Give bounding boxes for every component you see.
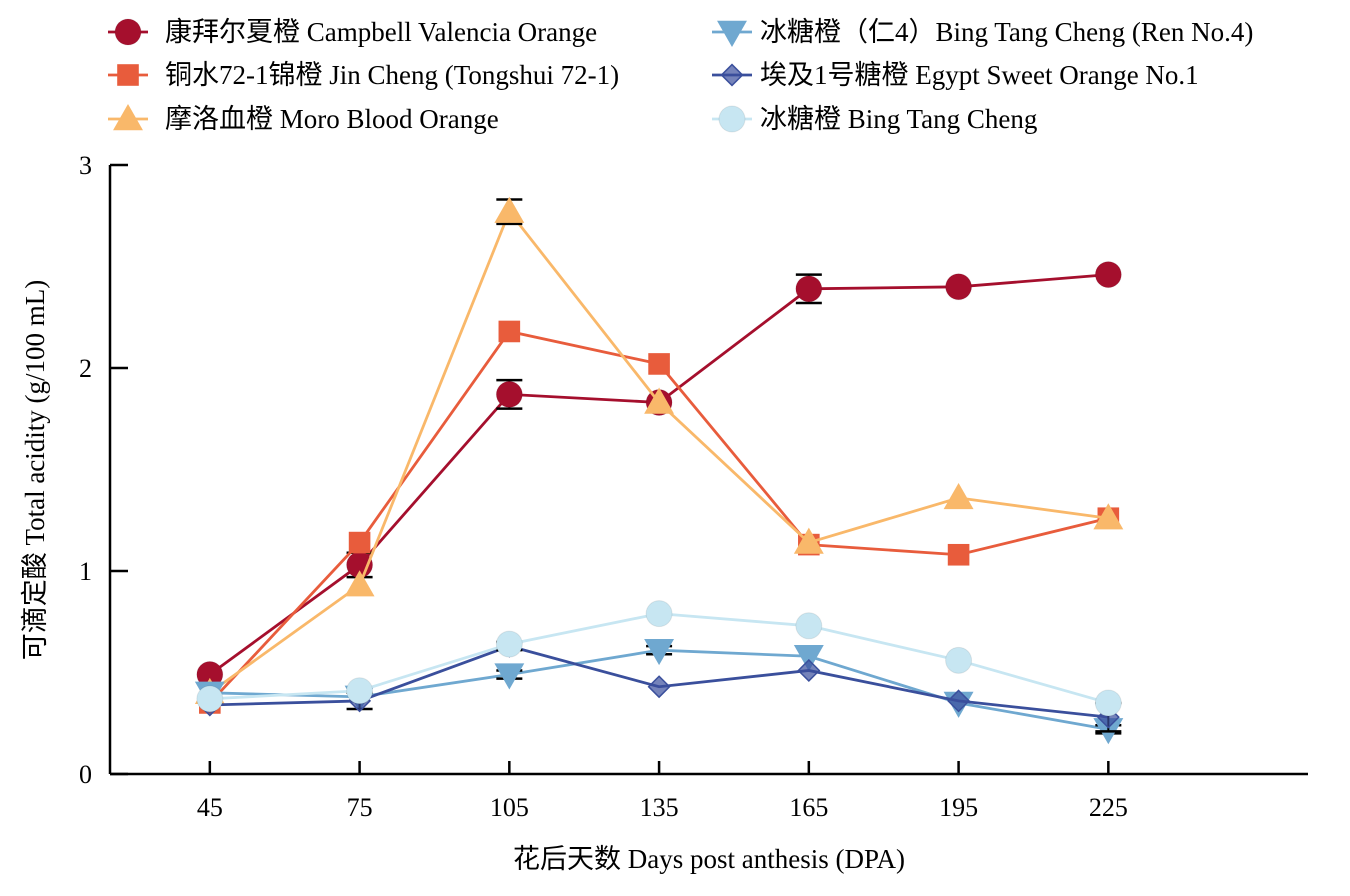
data-point xyxy=(947,543,970,566)
data-point xyxy=(644,387,675,414)
data-point xyxy=(945,646,973,674)
legend-marker xyxy=(117,64,139,86)
legend-item-6: 冰糖橙 Bing Tang Cheng xyxy=(712,104,1037,134)
legend-label: 摩洛血橙 Moro Blood Orange xyxy=(165,104,499,134)
data-point xyxy=(647,675,671,699)
y-tick-label: 1 xyxy=(79,557,92,586)
x-axis-title: 花后天数 Days post anthesis (DPA) xyxy=(513,844,905,874)
legend-label: 铜水72-1锦橙 Jin Cheng (Tongshui 72-1) xyxy=(165,60,619,90)
legend-label: 康拜尔夏橙 Campbell Valencia Orange xyxy=(165,17,597,47)
legend-marker xyxy=(717,20,747,47)
data-point xyxy=(344,570,375,597)
legend-marker xyxy=(720,63,744,87)
data-point xyxy=(795,275,823,303)
plot-area xyxy=(194,196,1124,745)
data-point xyxy=(943,482,974,510)
legend-marker xyxy=(113,104,143,131)
legend-item-3: 摩洛血橙 Moro Blood Orange xyxy=(108,104,499,134)
data-point xyxy=(795,612,823,640)
data-point xyxy=(1094,689,1122,717)
x-tick-label: 225 xyxy=(1089,793,1128,822)
series-3 xyxy=(194,196,1124,705)
series-6 xyxy=(196,600,1122,717)
data-point xyxy=(793,527,824,554)
x-tick-label: 75 xyxy=(347,793,373,822)
y-axis-title: 可滴定酸 Total acidity (g/100 mL) xyxy=(20,280,50,661)
data-point xyxy=(1093,503,1124,530)
legend-item-4: 冰糖橙（仁4）Bing Tang Cheng (Ren No.4) xyxy=(712,17,1253,47)
x-tick-label: 105 xyxy=(490,793,529,822)
y-tick-label: 3 xyxy=(79,151,92,180)
y-tick-label: 0 xyxy=(79,760,92,789)
data-point xyxy=(645,600,673,628)
legend-label: 埃及1号糖橙 Egypt Sweet Orange No.1 xyxy=(760,60,1199,90)
legend: 康拜尔夏橙 Campbell Valencia Orange 铜水72-1锦橙 J… xyxy=(108,17,1253,134)
y-tick-label: 2 xyxy=(79,354,92,383)
axes: 0 1 2 3 45 75 105 135 165 195 225 xyxy=(79,151,1308,822)
x-tick-label: 45 xyxy=(197,793,223,822)
legend-item-1: 康拜尔夏橙 Campbell Valencia Orange xyxy=(108,17,597,47)
data-point xyxy=(495,380,523,408)
legend-marker xyxy=(114,18,142,46)
data-point xyxy=(947,689,971,713)
x-tick-label: 165 xyxy=(789,793,828,822)
data-point xyxy=(945,273,973,301)
data-point xyxy=(196,685,224,713)
legend-label: 冰糖橙（仁4）Bing Tang Cheng (Ren No.4) xyxy=(760,17,1253,47)
data-point xyxy=(644,638,675,666)
x-tick-label: 135 xyxy=(640,793,679,822)
data-point xyxy=(348,531,371,554)
data-point xyxy=(648,353,670,375)
x-tick-label: 195 xyxy=(939,793,978,822)
legend-label: 冰糖橙 Bing Tang Cheng xyxy=(760,104,1037,134)
data-point xyxy=(494,663,525,690)
data-point xyxy=(793,645,824,672)
data-point xyxy=(1094,261,1122,289)
legend-marker xyxy=(718,105,746,133)
data-point xyxy=(346,677,374,705)
data-point xyxy=(494,196,525,223)
legend-item-2: 铜水72-1锦橙 Jin Cheng (Tongshui 72-1) xyxy=(108,60,619,90)
data-point xyxy=(495,630,523,658)
data-point xyxy=(498,320,521,343)
legend-item-5: 埃及1号糖橙 Egypt Sweet Orange No.1 xyxy=(712,60,1199,90)
data-point xyxy=(797,658,821,682)
